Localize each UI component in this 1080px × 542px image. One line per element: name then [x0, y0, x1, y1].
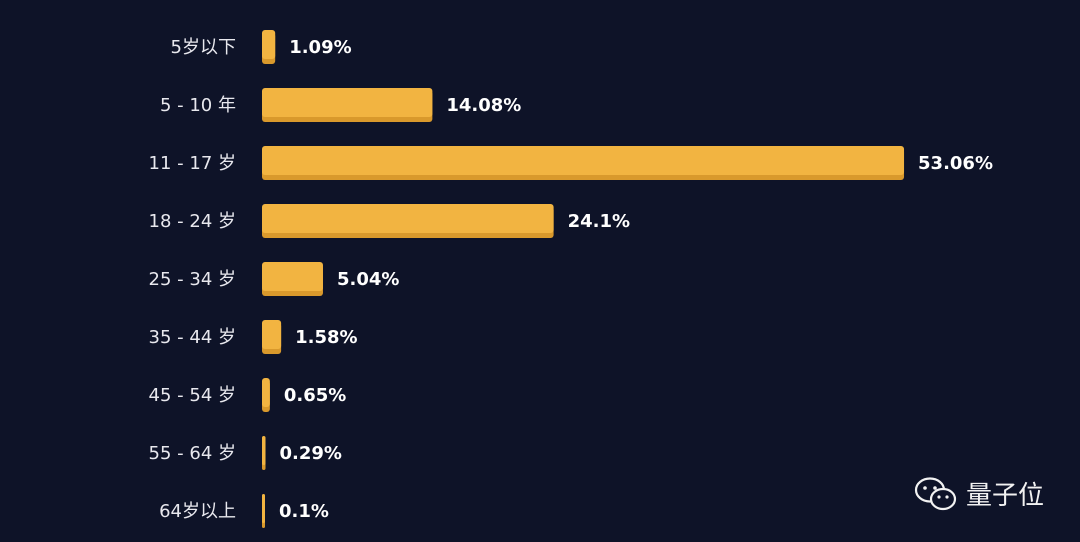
category-label: 5岁以下: [171, 37, 236, 58]
value-label: 0.29%: [280, 443, 342, 464]
watermark-text: 量子位: [965, 481, 1044, 511]
category-label: 11 - 17 岁: [149, 153, 236, 174]
bar: [262, 436, 266, 465]
bar: [262, 320, 282, 349]
value-label: 0.65%: [284, 385, 346, 406]
category-label: 64岁以上: [159, 501, 236, 522]
category-label: 45 - 54 岁: [149, 385, 236, 406]
bar: [262, 30, 276, 59]
value-label: 0.1%: [279, 501, 329, 522]
category-label: 18 - 24 岁: [149, 211, 236, 232]
value-label: 1.58%: [295, 327, 357, 348]
bar: [262, 494, 265, 523]
value-label: 5.04%: [337, 269, 399, 290]
wechat-icon: [914, 476, 958, 512]
category-label: 5 - 10 年: [160, 95, 236, 116]
bar: [262, 378, 270, 407]
category-label: 35 - 44 岁: [149, 327, 236, 348]
bar: [262, 88, 433, 117]
watermark: 量子位: [914, 475, 1044, 512]
bar: [262, 262, 323, 291]
value-label: 24.1%: [568, 211, 630, 232]
value-label: 53.06%: [918, 153, 993, 174]
bar: [262, 204, 554, 233]
value-label: 14.08%: [446, 95, 521, 116]
bar: [262, 146, 905, 175]
category-label: 25 - 34 岁: [149, 269, 236, 290]
value-label: 1.09%: [289, 37, 351, 58]
category-label: 55 - 64 岁: [149, 443, 236, 464]
